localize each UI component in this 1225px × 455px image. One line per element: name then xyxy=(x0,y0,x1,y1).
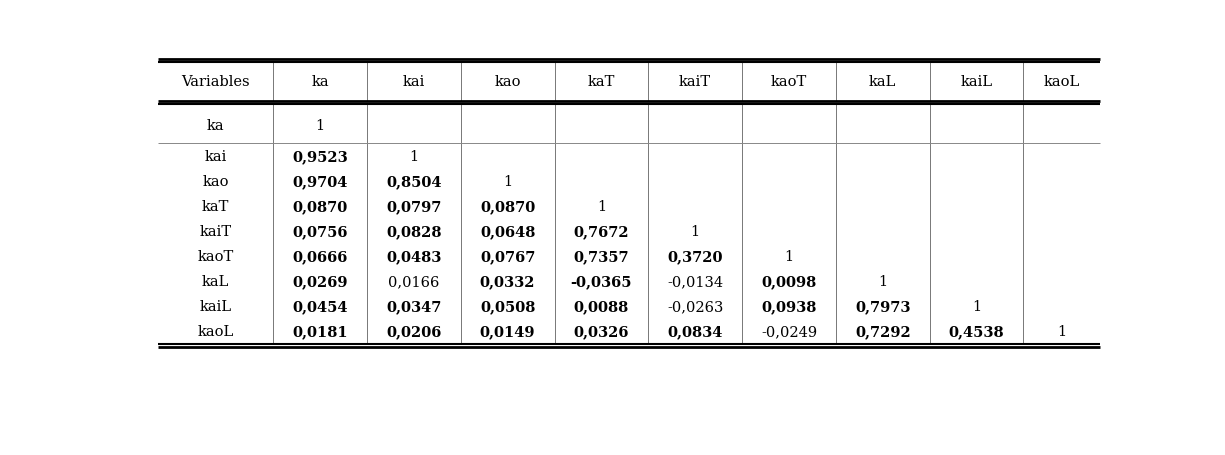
Text: 0,0088: 0,0088 xyxy=(573,299,628,313)
Text: kaiT: kaiT xyxy=(200,224,232,238)
Text: 0,0870: 0,0870 xyxy=(293,199,348,213)
Text: 0,0648: 0,0648 xyxy=(480,224,535,238)
Text: 0,3720: 0,3720 xyxy=(668,249,723,263)
Text: 0,8504: 0,8504 xyxy=(386,175,441,188)
Text: 0,9704: 0,9704 xyxy=(293,175,348,188)
Text: Variables: Variables xyxy=(181,75,250,89)
Text: 0,0767: 0,0767 xyxy=(480,249,535,263)
Text: kaL: kaL xyxy=(869,75,897,89)
Text: kaiL: kaiL xyxy=(960,75,992,89)
Text: kaiL: kaiL xyxy=(200,299,232,313)
Text: 0,0828: 0,0828 xyxy=(386,224,441,238)
Text: kai: kai xyxy=(205,150,227,163)
Text: 1: 1 xyxy=(784,249,794,263)
Text: 1: 1 xyxy=(878,274,887,288)
Text: 1: 1 xyxy=(316,119,325,133)
Text: 0,7672: 0,7672 xyxy=(573,224,630,238)
Text: kaoT: kaoT xyxy=(197,249,234,263)
Text: 0,9523: 0,9523 xyxy=(293,150,348,163)
Text: 0,0834: 0,0834 xyxy=(668,324,723,339)
Text: 0,0508: 0,0508 xyxy=(480,299,535,313)
Text: 0,7973: 0,7973 xyxy=(855,299,910,313)
Text: kaT: kaT xyxy=(202,199,229,213)
Text: 0,0098: 0,0098 xyxy=(762,274,817,288)
Text: 0,0756: 0,0756 xyxy=(293,224,348,238)
Text: 0,7357: 0,7357 xyxy=(573,249,630,263)
Text: 0,0870: 0,0870 xyxy=(480,199,535,213)
Text: ka: ka xyxy=(207,119,224,133)
Text: kaL: kaL xyxy=(202,274,229,288)
Text: 1: 1 xyxy=(503,175,512,188)
Text: 0,0797: 0,0797 xyxy=(386,199,441,213)
Text: 1: 1 xyxy=(597,199,606,213)
Text: kao: kao xyxy=(202,175,229,188)
Text: kai: kai xyxy=(403,75,425,89)
Text: kao: kao xyxy=(495,75,521,89)
Text: kaiT: kaiT xyxy=(679,75,712,89)
Text: kaT: kaT xyxy=(588,75,615,89)
Text: 0,7292: 0,7292 xyxy=(855,324,910,339)
Text: 0,4538: 0,4538 xyxy=(948,324,1004,339)
Text: -0,0365: -0,0365 xyxy=(571,274,632,288)
Text: 0,0326: 0,0326 xyxy=(573,324,630,339)
Text: -0,0134: -0,0134 xyxy=(668,274,723,288)
Text: -0,0263: -0,0263 xyxy=(666,299,724,313)
Text: 0,0181: 0,0181 xyxy=(293,324,348,339)
Text: -0,0249: -0,0249 xyxy=(761,324,817,339)
Text: 1: 1 xyxy=(1057,324,1066,339)
Text: kaoL: kaoL xyxy=(197,324,234,339)
Text: kaoT: kaoT xyxy=(771,75,807,89)
Text: 0,0347: 0,0347 xyxy=(386,299,441,313)
Text: 0,0938: 0,0938 xyxy=(761,299,817,313)
Text: 0,0666: 0,0666 xyxy=(293,249,348,263)
Text: 0,0483: 0,0483 xyxy=(386,249,441,263)
Text: 1: 1 xyxy=(409,150,419,163)
Text: kaoL: kaoL xyxy=(1044,75,1079,89)
Text: 1: 1 xyxy=(971,299,981,313)
Text: 0,0149: 0,0149 xyxy=(480,324,535,339)
Text: 0,0166: 0,0166 xyxy=(388,274,440,288)
Text: 0,0269: 0,0269 xyxy=(293,274,348,288)
Text: ka: ka xyxy=(311,75,328,89)
Text: 0,0332: 0,0332 xyxy=(480,274,535,288)
Text: 1: 1 xyxy=(691,224,699,238)
Text: 0,0206: 0,0206 xyxy=(386,324,441,339)
Text: 0,0454: 0,0454 xyxy=(293,299,348,313)
